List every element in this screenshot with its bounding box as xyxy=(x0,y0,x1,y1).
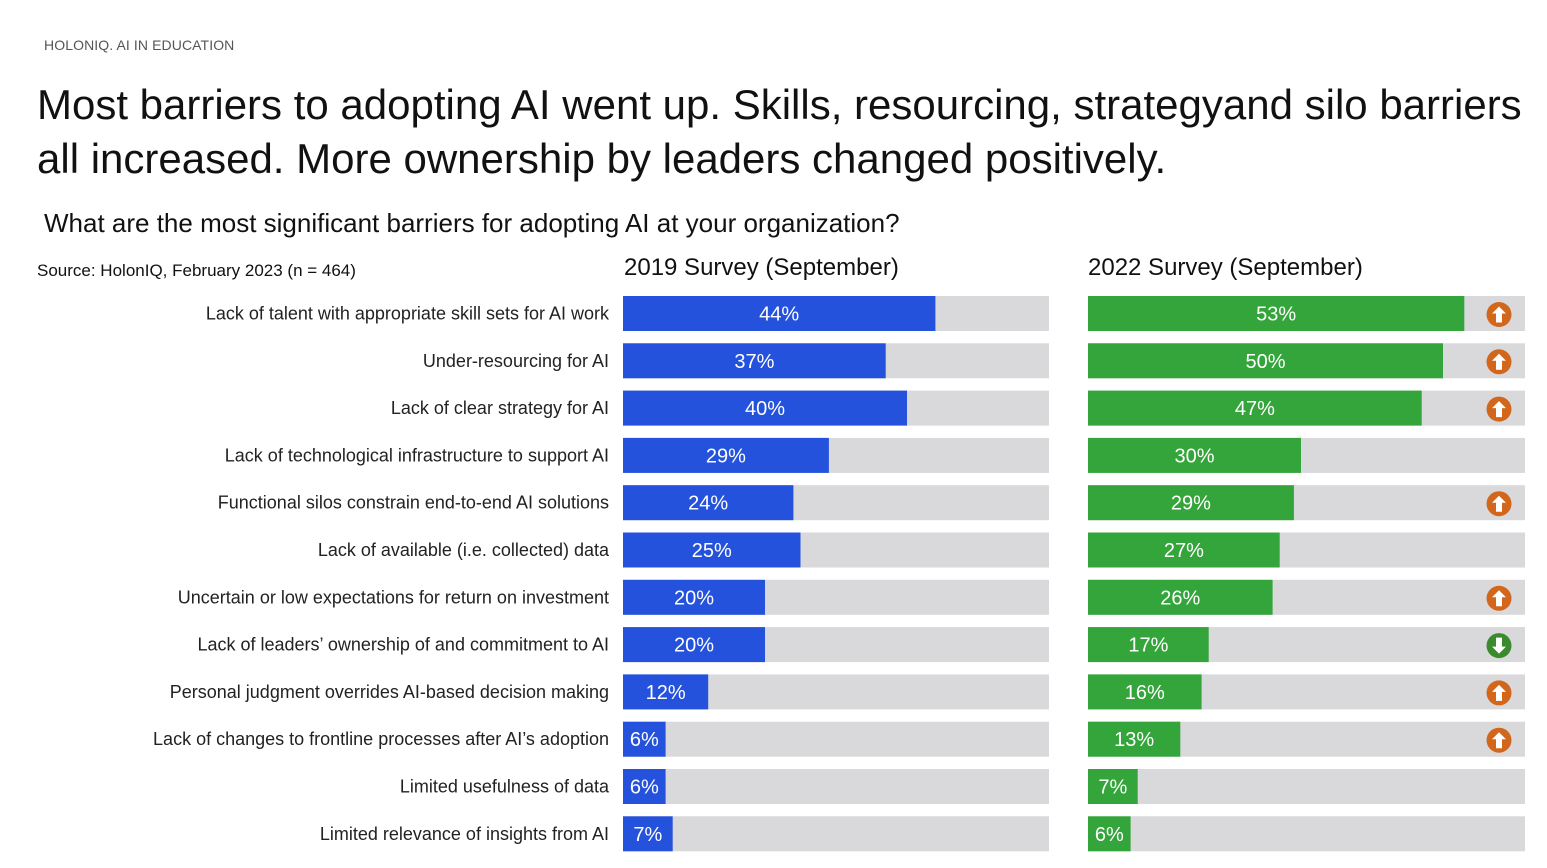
arrow-up-glyph xyxy=(1492,401,1506,418)
bar-2022 xyxy=(1088,296,1465,331)
row-label: Lack of clear strategy for AI xyxy=(391,398,609,418)
row-label: Lack of technological infrastructure to … xyxy=(225,445,609,465)
bar-value-label-2022: 27% xyxy=(1164,540,1204,562)
bar-value-label-2022: 47% xyxy=(1235,398,1275,420)
bar-2019 xyxy=(623,296,936,331)
bar-track-2022 xyxy=(1088,769,1525,804)
row-label: Lack of available (i.e. collected) data xyxy=(318,540,610,560)
bar-2022 xyxy=(1088,721,1181,757)
arrow-up-glyph xyxy=(1492,732,1506,749)
source-note: Source: HolonIQ, February 2023 (n = 464) xyxy=(37,261,356,280)
bar-value-label-2019: 12% xyxy=(646,682,686,704)
row-label: Lack of leaders’ ownership of and commit… xyxy=(197,635,609,655)
bar-2019 xyxy=(623,816,673,852)
bar-2022 xyxy=(1088,769,1138,804)
bar-value-label-2019: 25% xyxy=(692,540,732,562)
bar-2019 xyxy=(623,390,907,426)
bar-track-2019 xyxy=(623,721,1049,757)
arrow-up-glyph xyxy=(1492,353,1506,370)
bar-value-label-2019: 6% xyxy=(630,729,659,751)
bar-2022 xyxy=(1088,816,1131,852)
bar-2022 xyxy=(1088,343,1443,379)
arrow-up-glyph xyxy=(1492,306,1506,323)
bar-value-label-2022: 53% xyxy=(1256,304,1296,326)
bar-2022 xyxy=(1088,390,1422,426)
bar-2019 xyxy=(623,485,794,521)
bar-value-label-2022: 16% xyxy=(1125,682,1165,704)
bar-2019 xyxy=(623,437,829,473)
row-label: Lack of changes to frontline processes a… xyxy=(153,729,609,749)
bar-value-label-2022: 50% xyxy=(1245,351,1285,373)
row-label: Functional silos constrain end-to-end AI… xyxy=(218,493,609,513)
bar-2022 xyxy=(1088,627,1209,663)
bar-value-label-2019: 6% xyxy=(630,777,659,799)
bar-value-label-2022: 7% xyxy=(1098,777,1127,799)
bar-track-2022 xyxy=(1088,816,1525,852)
bar-value-label-2019: 20% xyxy=(674,635,714,657)
bar-track-2019 xyxy=(623,816,1049,852)
bar-2019 xyxy=(623,579,765,615)
bar-track-2019 xyxy=(623,769,1049,804)
bar-value-label-2022: 17% xyxy=(1128,635,1168,657)
bar-2019 xyxy=(623,532,801,568)
bar-2022 xyxy=(1088,674,1202,710)
arrow-up-glyph xyxy=(1492,684,1506,701)
panel-title-2022: 2022 Survey (September) xyxy=(1088,254,1363,281)
bar-value-label-2022: 26% xyxy=(1160,587,1200,609)
bar-value-label-2022: 13% xyxy=(1114,729,1154,751)
bar-2019 xyxy=(623,343,886,379)
row-label: Limited usefulness of data xyxy=(400,777,610,797)
row-label: Limited relevance of insights from AI xyxy=(320,824,609,844)
row-label: Uncertain or low expectations for return… xyxy=(178,587,609,607)
row-label: Lack of talent with appropriate skill se… xyxy=(206,304,610,324)
chart-question: What are the most significant barriers f… xyxy=(44,208,900,238)
bar-2022 xyxy=(1088,437,1301,473)
bar-2022 xyxy=(1088,485,1294,521)
bar-value-label-2019: 20% xyxy=(674,587,714,609)
row-label: Personal judgment overrides AI-based dec… xyxy=(170,682,609,702)
bar-value-label-2022: 30% xyxy=(1174,445,1214,467)
bar-2019 xyxy=(623,627,765,663)
bar-value-label-2019: 37% xyxy=(734,351,774,373)
row-label: Under-resourcing for AI xyxy=(423,351,609,371)
bar-value-label-2022: 29% xyxy=(1171,493,1211,515)
eyebrow: HOLONIQ. AI IN EDUCATION xyxy=(44,37,235,53)
bar-value-label-2019: 44% xyxy=(759,304,799,326)
panel-title-2019: 2019 Survey (September) xyxy=(624,254,899,281)
arrow-up-glyph xyxy=(1492,495,1506,512)
arrow-up-glyph xyxy=(1492,590,1506,607)
bar-2019 xyxy=(623,674,709,710)
bar-value-label-2019: 29% xyxy=(706,445,746,467)
bar-2022 xyxy=(1088,532,1280,568)
arrow-down-glyph xyxy=(1492,637,1506,654)
bar-2019 xyxy=(623,721,666,757)
bar-value-label-2022: 6% xyxy=(1095,824,1124,846)
bar-value-label-2019: 7% xyxy=(633,824,662,846)
bar-2022 xyxy=(1088,579,1273,615)
bar-2019 xyxy=(623,769,666,804)
bar-value-label-2019: 40% xyxy=(745,398,785,420)
headline: Most barriers to adopting AI went up. Sk… xyxy=(37,81,1522,182)
bar-value-label-2019: 24% xyxy=(688,493,728,515)
